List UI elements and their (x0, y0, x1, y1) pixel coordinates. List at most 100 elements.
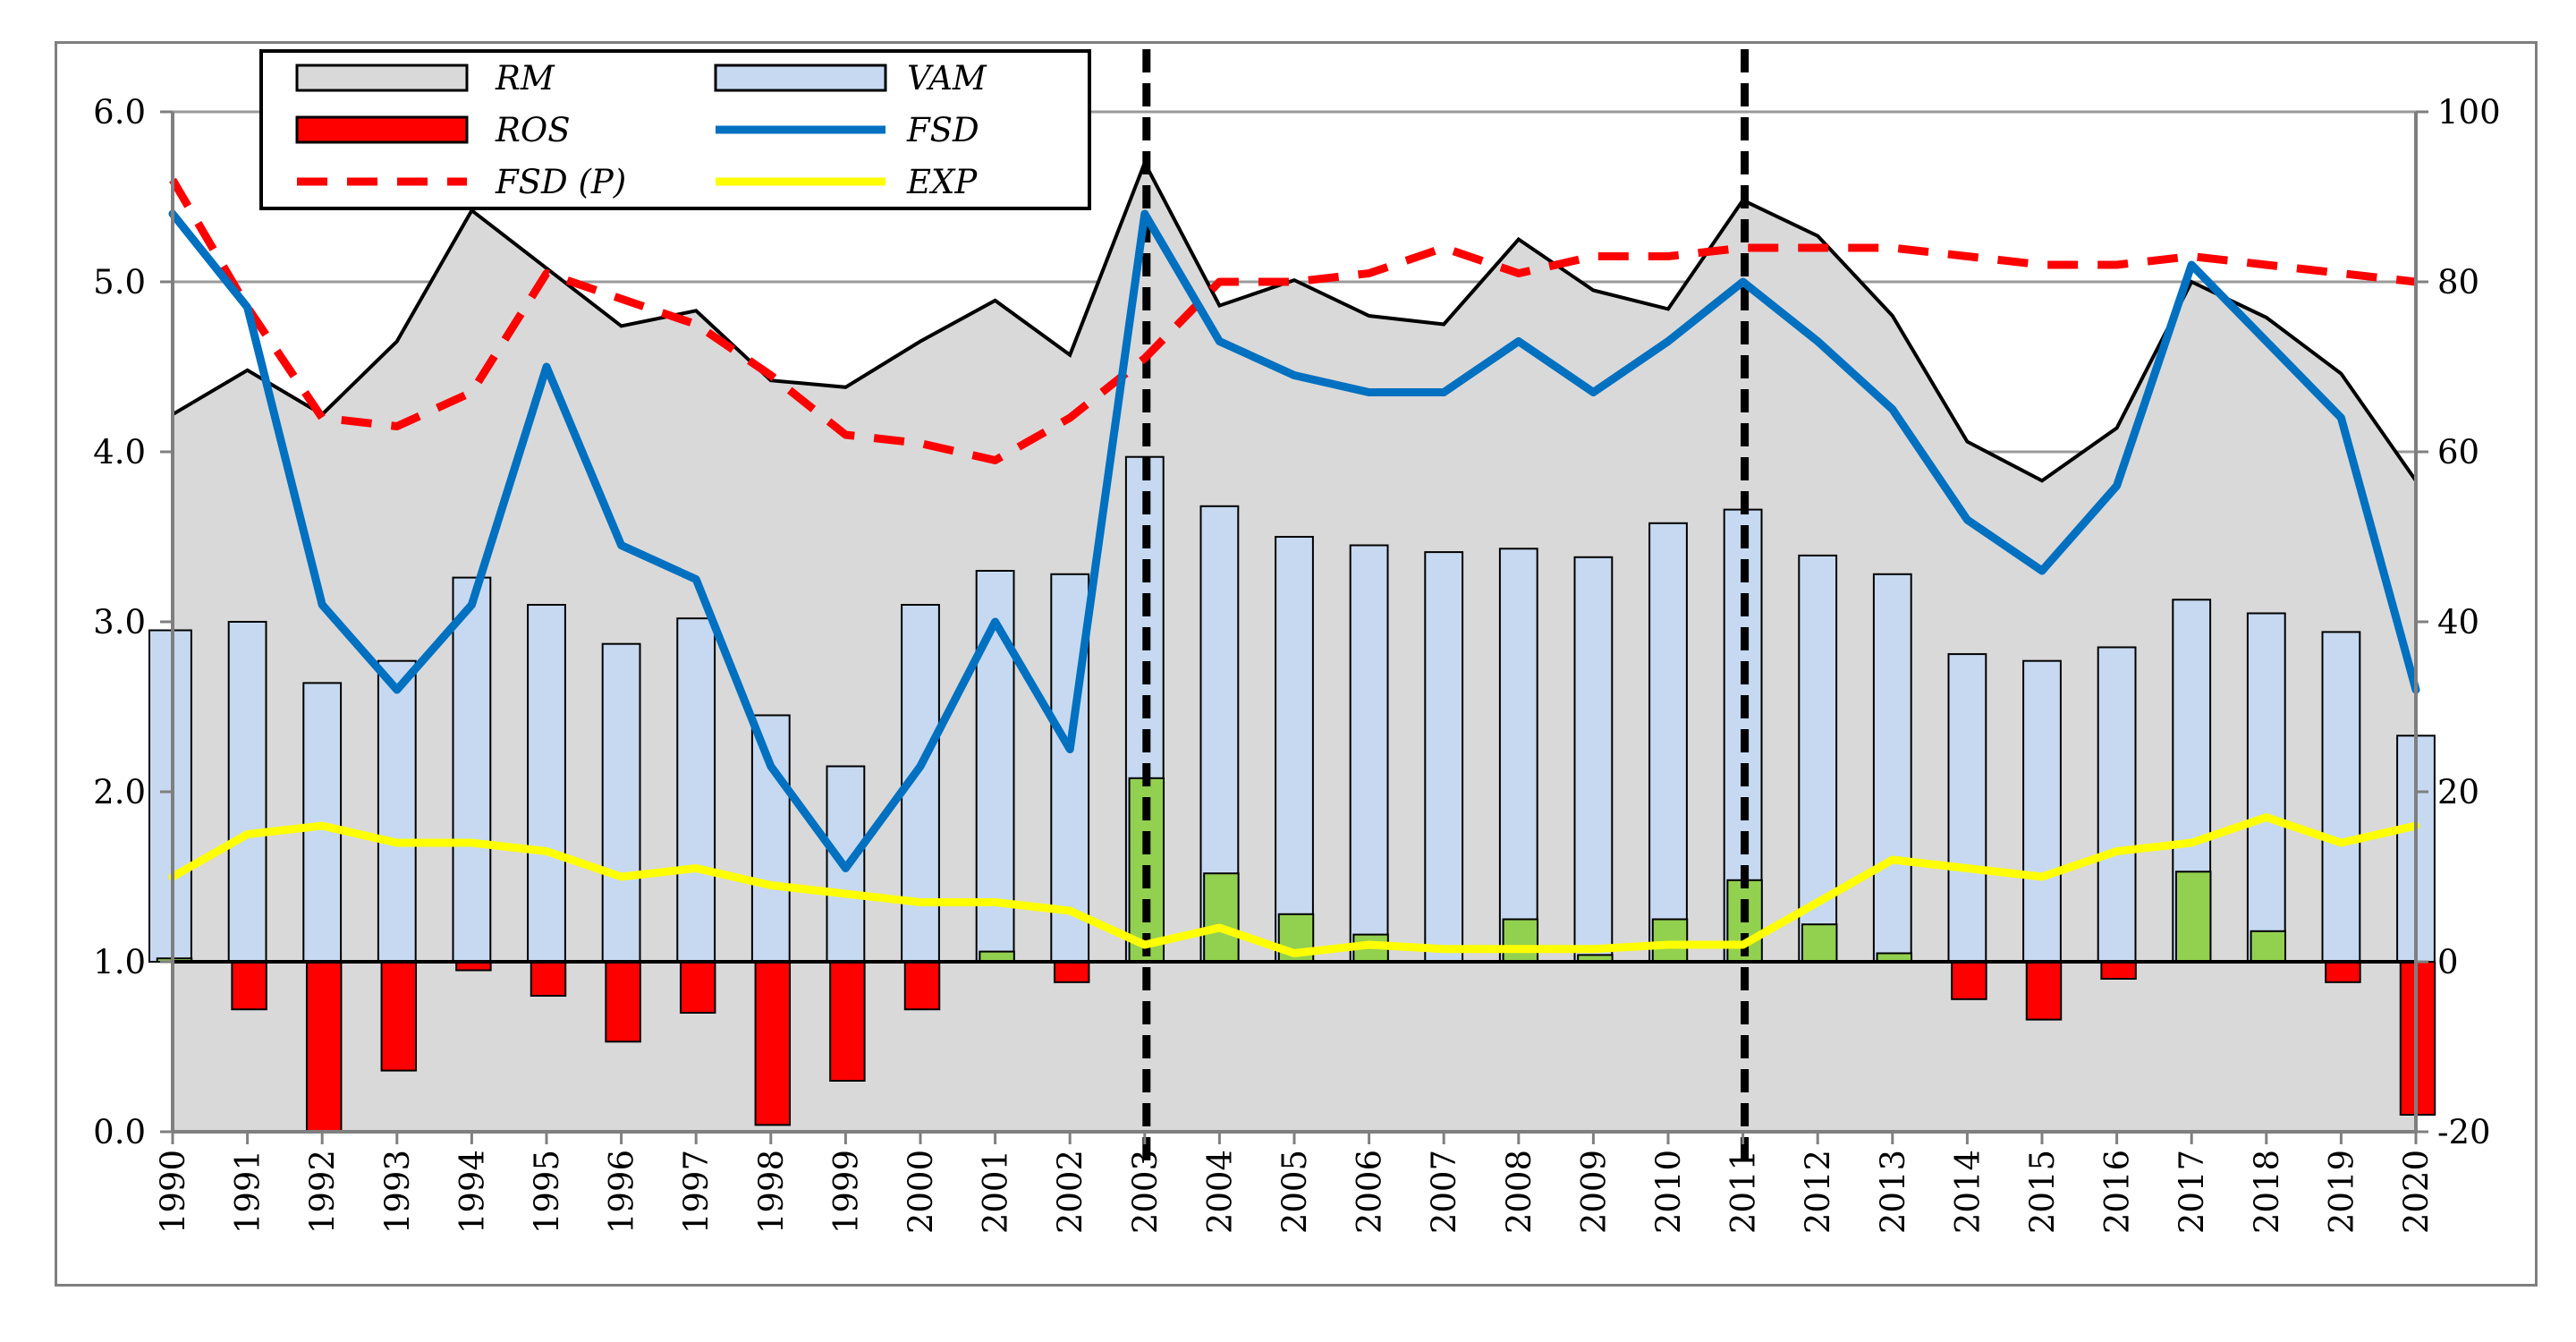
legend-swatch-rm (295, 64, 469, 92)
legend-label-fsd-p: FSD (P) (495, 163, 626, 201)
vam-bar-1993 (377, 659, 417, 963)
ros-bar-2017 (2174, 871, 2212, 963)
ros-bar-2015 (2025, 961, 2063, 1021)
ros-bar-1992 (305, 961, 343, 1133)
vam-bar-2006 (1349, 544, 1389, 963)
x-tick-label-2015: 2015 (2023, 1150, 2062, 1234)
ros-bar-2018 (2250, 930, 2287, 963)
vam-bar-2009 (1573, 556, 1614, 963)
x-tick-label-2002: 2002 (1051, 1150, 1089, 1234)
y-right-tick-label: 40 (2437, 603, 2479, 641)
x-tick-label-1990: 1990 (154, 1150, 192, 1234)
legend-swatch-vam (714, 64, 887, 92)
y-right-tick-label: 60 (2437, 433, 2479, 471)
x-tick-label-2007: 2007 (1425, 1150, 1463, 1234)
axes: 0.0 1.0 2.0 3.0 4.0 5.0 6.0 -20 0 20 40 60 80 100 1990… (93, 93, 2500, 1234)
ros-bar-1993 (380, 961, 418, 1072)
x-tick-label-1995: 1995 (528, 1150, 566, 1234)
ros-bar-2012 (1801, 923, 1838, 964)
x-tick-label-2016: 2016 (2098, 1150, 2137, 1234)
x-tick-label-2010: 2010 (1649, 1150, 1688, 1234)
ros-bar-layer (156, 777, 2436, 1133)
y-right-tick-label: 20 (2437, 773, 2479, 811)
x-tick-label-1996: 1996 (603, 1150, 641, 1234)
ros-bar-2016 (2100, 961, 2137, 980)
x-tick-label-1998: 1998 (752, 1150, 791, 1234)
vam-bar-2010 (1648, 522, 1688, 963)
x-tick-label-2018: 2018 (2248, 1150, 2286, 1234)
x-tick-label-1991: 1991 (229, 1150, 267, 1234)
legend-label-vam: VAM (907, 59, 987, 98)
y-left-tick-label: 1.0 (93, 943, 146, 981)
x-tick-label-2011: 2011 (1724, 1150, 1763, 1234)
ros-bar-2010 (1651, 918, 1689, 963)
vam-bar-layer (148, 455, 2436, 964)
ros-bar-2019 (2325, 961, 2361, 983)
fsd-line (168, 209, 2420, 872)
ros-bar-1991 (231, 961, 267, 1011)
rm-area-outline (171, 158, 2418, 483)
vam-bar-1994 (452, 576, 492, 963)
vam-bar-1991 (227, 621, 267, 963)
ros-bar-2008 (1502, 918, 1539, 963)
ros-bar-2000 (903, 961, 941, 1011)
ros-bar-1997 (679, 961, 716, 1014)
y-right-tick-label: -20 (2437, 1113, 2491, 1151)
x-tick-label-2012: 2012 (1799, 1150, 1837, 1234)
vam-bar-1996 (601, 642, 641, 963)
x-tick-label-1992: 1992 (303, 1150, 342, 1234)
legend-label-rm: RM (495, 59, 555, 98)
x-tick-label-1994: 1994 (453, 1150, 491, 1234)
fsd-p-line (169, 177, 2417, 464)
x-tick-label-2009: 2009 (1574, 1150, 1613, 1234)
vertical-markers (1142, 49, 1750, 1171)
legend-label-fsd: FSD (906, 111, 979, 149)
line-series-layer (168, 177, 2420, 957)
y-left-tick-label: 4.0 (93, 433, 146, 471)
vam-bar-1995 (527, 604, 566, 963)
legend-swatch-ros (295, 115, 469, 144)
vam-bar-2016 (2097, 646, 2137, 963)
chart-frame: 0.0 1.0 2.0 3.0 4.0 5.0 6.0 -20 0 20 40 60 80 100 1990… (55, 41, 2538, 1287)
vam-bar-2018 (2246, 612, 2286, 963)
x-tick-label-2001: 2001 (977, 1150, 1015, 1234)
x-tick-label-2003: 2003 (1126, 1150, 1165, 1234)
x-tick-label-1999: 1999 (826, 1150, 865, 1234)
vam-bar-1998 (750, 714, 791, 963)
x-tick-label-2020: 2020 (2397, 1150, 2436, 1234)
vam-bar-1990 (148, 629, 192, 963)
exp-line (168, 813, 2420, 957)
y-left-tick-label: 3.0 (93, 603, 146, 641)
ros-bar-1998 (754, 961, 792, 1126)
ros-bar-2014 (1951, 961, 1987, 1000)
vam-bar-2015 (2022, 659, 2062, 963)
y-right-tick-label: 80 (2437, 263, 2479, 302)
y-right-tick-label: 0 (2437, 943, 2459, 981)
x-tick-label-2008: 2008 (1500, 1150, 1538, 1234)
ros-bar-1999 (829, 961, 866, 1082)
x-tick-label-2014: 2014 (1948, 1150, 1987, 1234)
x-tick-label-2004: 2004 (1200, 1150, 1239, 1234)
x-tick-label-2006: 2006 (1351, 1150, 1389, 1234)
vam-bar-2019 (2321, 631, 2361, 964)
legend-label-exp: EXP (906, 163, 978, 201)
ros-bar-1995 (530, 961, 567, 997)
vam-bar-2005 (1275, 536, 1314, 963)
ros-bar-1996 (605, 961, 641, 1043)
legend-label-ros: ROS (495, 111, 571, 149)
x-tick-label-2005: 2005 (1275, 1150, 1314, 1234)
y-left-tick-label: 5.0 (93, 263, 146, 302)
combo-chart: 0.0 1.0 2.0 3.0 4.0 5.0 6.0 -20 0 20 40 60 80 100 1990… (93, 49, 2501, 1234)
vam-bar-2014 (1947, 653, 1987, 963)
x-tick-label-2019: 2019 (2322, 1150, 2360, 1234)
x-tick-label-1993: 1993 (378, 1150, 417, 1234)
vam-bar-2007 (1424, 551, 1464, 963)
y-left-tick-label: 0.0 (93, 1113, 146, 1151)
ros-bar-2004 (1203, 872, 1240, 964)
y-right-tick-label: 100 (2437, 93, 2501, 132)
y-left-tick-label: 6.0 (93, 93, 146, 132)
legend: RM VAM ROS FSD FSD (P) EXP (259, 49, 1091, 210)
vam-bar-2013 (1872, 573, 1912, 963)
y-left-tick-label: 2.0 (93, 773, 146, 811)
x-tick-label-2000: 2000 (902, 1150, 940, 1234)
